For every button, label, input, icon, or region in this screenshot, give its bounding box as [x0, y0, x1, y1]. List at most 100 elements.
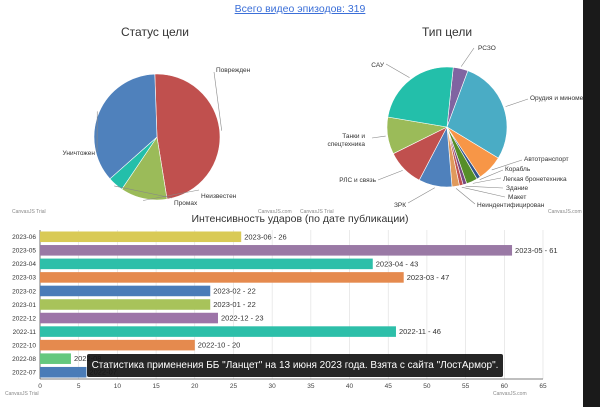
pie-status-title: Статус цели — [121, 25, 189, 39]
bar-2023-02[interactable] — [40, 285, 211, 297]
bar-category-2023-03: 2023-03 — [12, 275, 36, 282]
pie-type-label-7: Неиндентифицирован — [477, 202, 545, 209]
pie-type-slice-1[interactable] — [446, 70, 508, 159]
pie-type-label-1: Орудия и минометы — [530, 95, 591, 102]
bar-intensity-chart: Интенсивность ударов (по дате публикации… — [5, 213, 558, 397]
pie-type-credit-site: CanvasJS.com — [548, 209, 582, 215]
bar-x-tick-45: 45 — [385, 383, 393, 390]
bar-category-2022-07: 2022-07 — [12, 370, 36, 377]
pie-type-label-8: ЗРК — [394, 202, 406, 209]
pie-type-label-0: РСЗО — [478, 45, 496, 52]
bar-2022-12[interactable] — [40, 312, 218, 324]
pie-type-label-4: Легкая бронетехника — [503, 175, 567, 183]
bar-x-tick-0: 0 — [38, 383, 42, 390]
bar-2023-04[interactable] — [40, 258, 373, 270]
caption-overlay: Статистика применения ББ "Ланцет" на 13 … — [87, 354, 503, 377]
bar-value-label-2023-05: 2023-05 - 61 — [515, 246, 558, 255]
episodes-link[interactable]: Всего видео эпизодов: 319 — [234, 3, 366, 15]
pie-type-leader-10 — [371, 135, 386, 139]
pie-type-leader-11 — [385, 63, 410, 78]
bar-credit-site: CanvasJS.com — [493, 391, 527, 397]
pie-type-label-2: Автотранспорт — [524, 156, 569, 163]
bar-x-tick-5: 5 — [77, 383, 81, 390]
bar-value-label-2022-11: 2022-11 - 46 — [399, 327, 441, 336]
pie-type-label-11: САУ — [371, 62, 385, 69]
bar-x-tick-20: 20 — [191, 383, 199, 390]
pie-type-leader-1 — [505, 98, 529, 107]
bar-x-tick-65: 65 — [539, 383, 547, 390]
bar-x-tick-10: 10 — [114, 383, 122, 390]
pie-type-leader-0 — [460, 47, 475, 67]
pie-status-label-0: Поврежден — [216, 67, 251, 74]
pie-status-label-1: Неизвестен — [201, 193, 237, 200]
pie-type-slices — [386, 66, 508, 188]
bar-category-2022-08: 2022-08 — [12, 356, 36, 363]
pie-status-slices — [93, 73, 221, 201]
pie-type-label-6: Макет — [508, 194, 526, 201]
pie-status-slice-3[interactable] — [93, 73, 158, 180]
bar-category-2022-10: 2022-10 — [12, 342, 36, 349]
bar-x-ticks: 0 5 10 15 20 25 30 35 40 45 50 55 60 65 — [38, 383, 547, 390]
bar-2023-06[interactable] — [40, 231, 242, 243]
bar-chart-title: Интенсивность ударов (по дате публикации… — [191, 213, 408, 225]
pie-status-credit: CanvasJS Trial — [12, 209, 46, 215]
bar-category-labels: 2023-06 2023-05 2023-04 2023-03 2023-02 2023-… — [12, 234, 36, 376]
bar-x-tick-60: 60 — [501, 383, 509, 390]
bar-2022-07[interactable] — [40, 366, 87, 378]
bar-x-tick-50: 50 — [423, 383, 431, 390]
pie-status-leader-2 — [114, 185, 173, 199]
bar-x-tick-25: 25 — [230, 383, 238, 390]
bar-category-2023-05: 2023-05 — [12, 248, 36, 255]
pie-status-label-3: Уничтожен — [63, 150, 96, 157]
pie-type-label-9: РЛС и связь — [339, 177, 376, 184]
bar-2022-11[interactable] — [40, 326, 396, 337]
pie-type-leader-2 — [491, 159, 523, 171]
bar-category-2023-01: 2023-01 — [12, 302, 36, 309]
pie-type-label-5: Здание — [506, 185, 529, 192]
pie-status-slice-0[interactable] — [154, 73, 221, 200]
bar-bars — [40, 231, 513, 378]
pie-status-credit-site: CanvasJS.com — [258, 209, 292, 215]
bar-2023-05[interactable] — [40, 245, 513, 256]
bar-credit: CanvasJS Trial — [5, 391, 39, 397]
pie-type-leader-6 — [461, 186, 506, 198]
bar-2023-01[interactable] — [40, 299, 211, 310]
pie-type-label-10: Танки и спецтехника — [327, 133, 365, 148]
pie-status-label-2: Промах — [174, 200, 198, 207]
bar-x-tick-15: 15 — [152, 383, 160, 390]
pie-type-leader-4 — [472, 177, 502, 184]
bar-x-tick-55: 55 — [462, 383, 470, 390]
pie-status-leader-0 — [213, 71, 222, 131]
bar-value-label-2023-01: 2023-01 - 22 — [213, 300, 256, 309]
pie-type-slice-11[interactable] — [387, 66, 454, 128]
bar-2022-10[interactable] — [40, 339, 195, 351]
bar-x-tick-35: 35 — [307, 383, 315, 390]
pie-type-label-3: Корабль — [505, 165, 531, 173]
bar-x-tick-30: 30 — [269, 383, 277, 390]
pie-status-leader-1 — [142, 189, 200, 201]
pie-type-leader-3 — [479, 169, 504, 180]
bar-category-2022-12: 2022-12 — [12, 315, 36, 322]
bar-category-2023-04: 2023-04 — [12, 261, 36, 268]
pie-type-leader-8 — [407, 187, 435, 204]
bar-value-label-2023-04: 2023-04 - 43 — [376, 259, 419, 268]
pie-type-credit: CanvasJS Trial — [300, 209, 334, 215]
bar-value-label-2022-10: 2022-10 - 20 — [198, 341, 241, 350]
pie-type-leader-9 — [377, 170, 403, 181]
bar-category-2022-11: 2022-11 — [13, 329, 37, 336]
pie-type-leader-5 — [465, 185, 504, 189]
bar-value-label-2023-03: 2023-03 - 47 — [407, 273, 450, 282]
right-edge-band — [583, 0, 600, 407]
bar-value-label-2023-02: 2023-02 - 22 — [213, 286, 256, 295]
bar-category-2023-06: 2023-06 — [12, 234, 36, 241]
pie-type-leader-7 — [455, 188, 476, 205]
bar-x-tick-40: 40 — [346, 383, 354, 390]
bar-2023-03[interactable] — [40, 272, 404, 283]
pie-type-chart: Тип цели РСЗО Орудия и минометы Автотрансп… — [300, 25, 591, 215]
pie-type-labels: РСЗО Орудия и минометы Автотранспорт Корабл… — [327, 45, 591, 209]
bar-category-2023-02: 2023-02 — [12, 288, 36, 295]
bar-2022-08[interactable] — [40, 353, 71, 364]
